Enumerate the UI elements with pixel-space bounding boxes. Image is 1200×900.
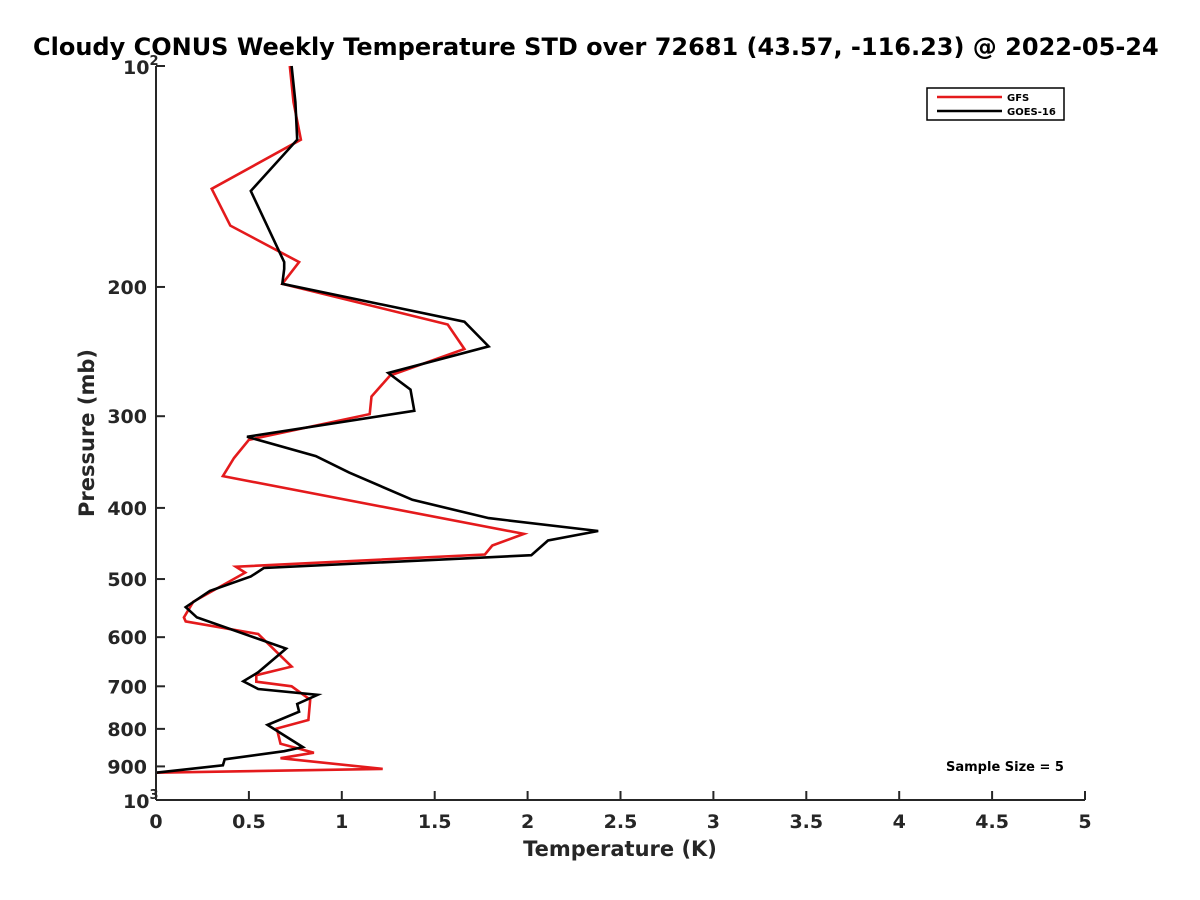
x-tick-label: 4.5 (975, 811, 1009, 833)
x-tick-label: 1 (335, 811, 348, 833)
x-tick-label: 2 (521, 811, 534, 833)
sample-size-annotation: Sample Size = 5 (946, 760, 1064, 775)
legend-box (926, 87, 1065, 121)
x-tick-label: 3.5 (789, 811, 823, 833)
y-tick-label: 400 (107, 498, 147, 520)
chart-title: Cloudy CONUS Weekly Temperature STD over… (33, 33, 1159, 61)
tick-labels: 0 0.5 1 1.5 2 2.5 3 3.5 4 4.5 5 102 200 300 400 500 600 7… (107, 54, 1091, 833)
series-line-gfs (155, 65, 529, 774)
x-tick-label: 5 (1078, 811, 1091, 833)
series-line-goes-16 (155, 65, 599, 774)
axes (155, 65, 1086, 801)
series-layer (155, 65, 599, 774)
x-tick-label: 4 (893, 811, 906, 833)
legend-label: GOES-16 (1007, 107, 1056, 118)
y-axis-label: Pressure (mb) (75, 349, 99, 517)
x-tick-label: 1.5 (418, 811, 452, 833)
y-tick-label: 500 (107, 569, 147, 591)
y-tick-label: 300 (107, 406, 147, 428)
x-tick-label: 0.5 (232, 811, 266, 833)
legend-label: GFS (1007, 93, 1029, 104)
x-tick-label: 2.5 (604, 811, 638, 833)
legend: GFS GOES-16 (926, 87, 1065, 121)
y-tick-label: 200 (107, 277, 147, 299)
y-tick-label: 103 (123, 788, 159, 813)
x-tick-label: 0 (149, 811, 162, 833)
y-tick-label: 800 (107, 719, 147, 741)
y-tick-label: 102 (123, 54, 159, 79)
y-tick-label: 700 (107, 676, 147, 698)
y-tick-label: 600 (107, 627, 147, 649)
x-axis-label: Temperature (K) (523, 837, 717, 861)
x-tick-label: 3 (707, 811, 720, 833)
y-tick-label: 900 (107, 756, 147, 778)
